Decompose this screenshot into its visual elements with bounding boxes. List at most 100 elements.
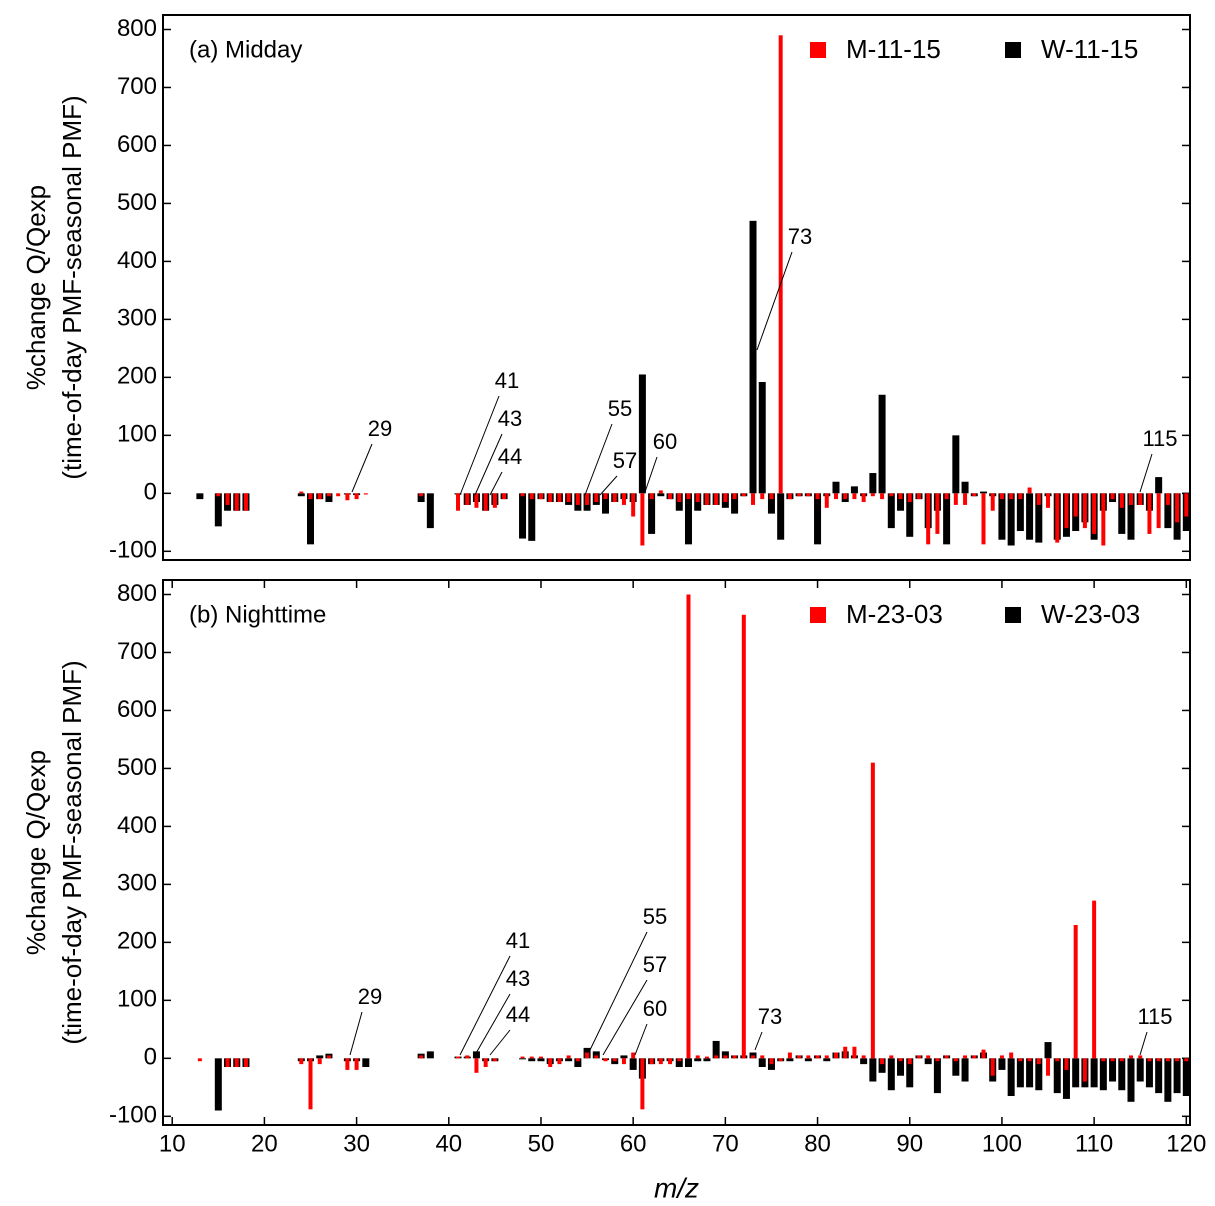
bar <box>566 493 571 503</box>
bar <box>649 1058 654 1065</box>
bar <box>751 1055 756 1059</box>
y-tick-label: 700 <box>117 638 157 665</box>
y-tick-label: 0 <box>144 479 157 506</box>
bar <box>1009 493 1014 500</box>
bar <box>537 1058 545 1062</box>
bar <box>1073 924 1078 1059</box>
bar <box>620 1055 628 1059</box>
bar <box>797 493 802 497</box>
bar <box>1099 1058 1107 1091</box>
bar <box>1184 1058 1189 1062</box>
annotation: 44 <box>498 444 522 469</box>
bar <box>612 1058 617 1062</box>
bar <box>214 493 222 527</box>
y-tick-label: 500 <box>117 754 157 781</box>
bar <box>621 493 626 505</box>
bar <box>297 493 305 497</box>
bar <box>887 493 895 529</box>
bar <box>483 493 488 511</box>
bar <box>1027 487 1032 494</box>
bar <box>815 493 820 500</box>
bar <box>861 1055 866 1059</box>
annotation: 57 <box>643 952 667 977</box>
bar <box>898 493 903 500</box>
y-tick-label: 100 <box>117 421 157 448</box>
annotation: 55 <box>608 396 632 421</box>
bar <box>852 493 857 500</box>
bar <box>519 1058 527 1060</box>
bar <box>777 493 785 540</box>
bar <box>990 493 995 511</box>
y-tick-label: 600 <box>117 131 157 158</box>
bar <box>843 1046 848 1059</box>
annotation-line <box>599 475 618 496</box>
bar <box>519 493 527 539</box>
bar <box>898 1058 903 1062</box>
bar <box>1101 493 1106 546</box>
bar <box>1165 493 1170 505</box>
annotation: 44 <box>506 1002 530 1027</box>
bar <box>880 493 885 500</box>
bar <box>704 493 709 505</box>
annotation-line <box>584 423 613 496</box>
bar <box>823 1058 831 1062</box>
legend-marker <box>810 607 826 623</box>
bar <box>548 493 553 503</box>
bar <box>686 594 691 1059</box>
y-axis-label: %change Q/Qexp <box>21 185 51 390</box>
bar <box>456 493 461 511</box>
bar <box>1044 1042 1052 1059</box>
bar <box>870 762 875 1059</box>
bar <box>1073 493 1078 517</box>
x-tick-label: 110 <box>1075 1130 1113 1157</box>
annotation: 73 <box>758 1004 782 1029</box>
bar <box>1119 493 1124 508</box>
bar <box>502 493 507 500</box>
bar <box>631 493 636 517</box>
bar <box>926 493 931 545</box>
bar <box>538 1056 543 1059</box>
y-tick-label: 800 <box>117 15 157 42</box>
bar <box>769 1058 774 1065</box>
bar <box>1026 1058 1034 1088</box>
bar <box>1055 1058 1060 1062</box>
plot-frame <box>162 14 1191 561</box>
bar <box>767 493 775 514</box>
bar <box>741 493 746 497</box>
legend-marker <box>1005 42 1021 58</box>
x-tick-label: 100 <box>982 1130 1022 1157</box>
bar <box>1110 1058 1115 1062</box>
bar <box>1145 1058 1153 1088</box>
bar <box>1055 493 1060 543</box>
bar <box>703 1058 711 1062</box>
annotation: 60 <box>653 429 677 454</box>
bar <box>1118 1058 1126 1091</box>
y-tick-label: 700 <box>117 73 157 100</box>
bar <box>299 1058 304 1065</box>
bar <box>675 1058 683 1068</box>
bar <box>317 493 322 500</box>
bar <box>684 1058 692 1068</box>
bar <box>336 493 341 497</box>
bar <box>850 486 858 494</box>
bar <box>1035 1058 1043 1091</box>
bar <box>1027 1058 1032 1062</box>
bar <box>806 493 811 497</box>
bar <box>1138 1055 1143 1059</box>
bar <box>308 493 313 500</box>
bar <box>225 1058 230 1068</box>
bar <box>243 1058 248 1068</box>
bar <box>684 493 692 545</box>
bar <box>732 493 737 500</box>
bar <box>778 35 783 494</box>
bar <box>603 493 608 500</box>
bar <box>594 493 599 503</box>
bar <box>658 490 663 494</box>
bar <box>1016 1058 1024 1088</box>
bar <box>1110 493 1115 500</box>
bar <box>1018 493 1023 500</box>
bar <box>538 493 543 500</box>
bar <box>326 1055 331 1059</box>
bar <box>998 1058 1006 1070</box>
annotation: 115 <box>1137 1004 1172 1029</box>
